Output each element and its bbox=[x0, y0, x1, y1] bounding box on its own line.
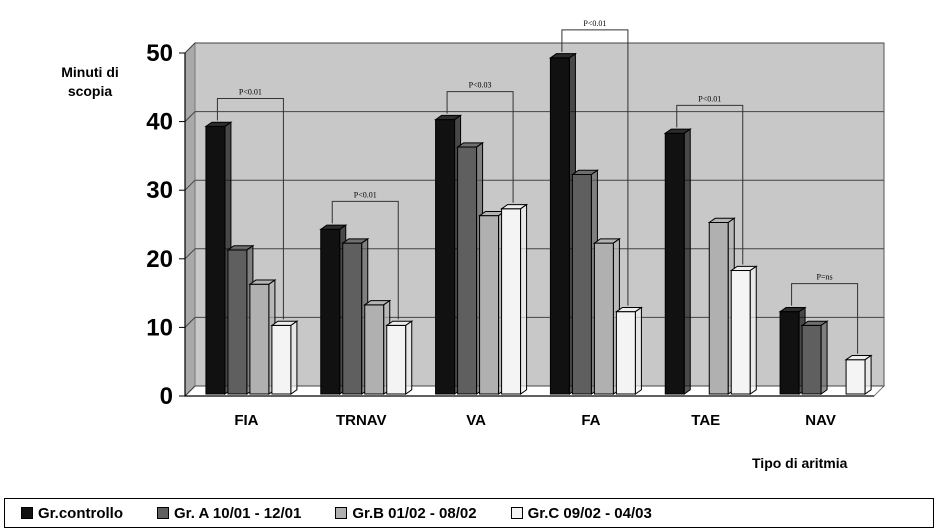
gridline-depth bbox=[184, 42, 196, 54]
chart-svg: 0 10 20 30 40 50 FIA TRNAV VA FA TAE NAV P<0.01 P<0.0… bbox=[146, 19, 886, 429]
legend-label: Gr.controllo bbox=[38, 504, 124, 522]
significance-bracket bbox=[676, 104, 744, 265]
significance-label: P=ns bbox=[817, 273, 833, 282]
significance-label: P<0.01 bbox=[698, 94, 721, 103]
plot-side-wall bbox=[184, 41, 196, 398]
legend-label: Gr.B 01/02 - 08/02 bbox=[352, 504, 477, 522]
legend-label: Gr.C 09/02 - 04/03 bbox=[527, 504, 652, 522]
gridline-depth bbox=[184, 385, 196, 397]
y-tick-label: 40 bbox=[146, 109, 173, 136]
bar bbox=[664, 132, 685, 395]
bar bbox=[342, 242, 363, 395]
y-axis-label-line: Minuti di bbox=[61, 64, 119, 80]
bar bbox=[479, 215, 500, 395]
x-tick-label: FA bbox=[581, 412, 600, 429]
legend-item: Gr.controllo bbox=[21, 505, 123, 522]
bar bbox=[549, 57, 570, 395]
bar bbox=[571, 173, 592, 395]
bar bbox=[708, 222, 729, 395]
bar bbox=[386, 324, 407, 395]
y-tick-label: 50 bbox=[146, 40, 173, 67]
significance-bracket bbox=[446, 91, 514, 203]
bar-side bbox=[290, 320, 298, 395]
plot-area bbox=[194, 42, 885, 387]
significance-label: P<0.03 bbox=[469, 81, 492, 90]
bar bbox=[779, 311, 800, 395]
legend-item: Gr. A 10/01 - 12/01 bbox=[157, 505, 301, 522]
legend: Gr.controllo Gr. A 10/01 - 12/01 Gr.B 01/0… bbox=[4, 498, 934, 528]
gridline-depth bbox=[184, 111, 196, 122]
y-tick-label: 0 bbox=[160, 383, 173, 410]
significance-bracket bbox=[791, 283, 859, 354]
bar bbox=[271, 324, 292, 395]
bar bbox=[457, 146, 478, 395]
bar bbox=[320, 228, 341, 395]
bar bbox=[730, 270, 751, 395]
x-tick-label: NAV bbox=[805, 412, 836, 429]
legend-item: Gr.B 01/02 - 08/02 bbox=[335, 504, 477, 522]
gridline-depth bbox=[184, 317, 196, 328]
legend-swatch bbox=[335, 507, 348, 519]
y-axis-label-line: scopia bbox=[67, 83, 113, 99]
legend-swatch bbox=[510, 507, 523, 519]
significance-bracket bbox=[331, 200, 399, 320]
bar-side bbox=[520, 203, 528, 395]
bar bbox=[801, 324, 822, 395]
bar-side bbox=[864, 354, 872, 395]
bar bbox=[593, 242, 614, 395]
legend-label: Gr. A 10/01 - 12/01 bbox=[174, 504, 302, 522]
y-axis-label: Minuti di scopia bbox=[40, 63, 140, 101]
x-axis-label: Tipo di aritmia bbox=[752, 455, 848, 471]
x-tick-label: VA bbox=[466, 412, 486, 429]
y-tick-label: 20 bbox=[146, 246, 173, 273]
legend-item: Gr.C 09/02 - 04/03 bbox=[510, 504, 652, 522]
significance-label: P<0.01 bbox=[354, 190, 377, 199]
bar bbox=[435, 119, 456, 395]
x-tick-label: FIA bbox=[234, 412, 258, 429]
x-tick-label: TAE bbox=[691, 412, 720, 429]
bar bbox=[364, 304, 385, 395]
y-tick-label: 30 bbox=[146, 177, 173, 204]
significance-bracket bbox=[561, 29, 629, 306]
legend-swatch bbox=[157, 507, 170, 519]
gridline-depth bbox=[184, 179, 196, 191]
y-tick-label: 10 bbox=[146, 314, 173, 341]
bar-side bbox=[683, 128, 691, 395]
bar bbox=[249, 283, 270, 395]
significance-bracket bbox=[216, 97, 284, 320]
bar-side bbox=[405, 320, 413, 395]
bar bbox=[205, 125, 226, 395]
legend-swatch bbox=[21, 507, 33, 519]
x-tick-label: TRNAV bbox=[336, 412, 387, 429]
significance-label: P<0.01 bbox=[583, 19, 606, 28]
bar bbox=[615, 311, 636, 395]
significance-label: P<0.01 bbox=[239, 87, 262, 96]
gridline-depth bbox=[184, 248, 196, 260]
bar bbox=[501, 208, 522, 395]
bar bbox=[227, 249, 248, 395]
bar-side bbox=[820, 320, 828, 395]
bar-side bbox=[634, 306, 642, 395]
bar bbox=[845, 359, 866, 395]
bar-side bbox=[749, 265, 757, 395]
